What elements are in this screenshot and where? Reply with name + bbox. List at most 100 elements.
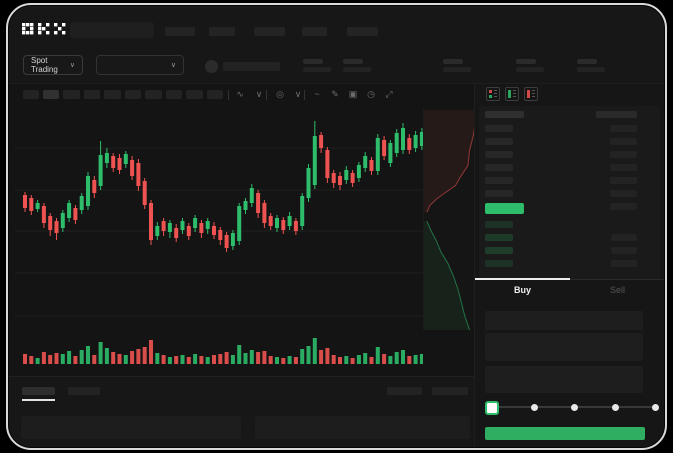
timeframe-button[interactable] (23, 90, 39, 99)
draw-tool-icon[interactable]: ✎ (331, 89, 339, 99)
chart-section: ∿ ∨ ◎ ∨ ~ ✎ ▣ ◷ ⤢ (9, 84, 481, 376)
order-form-fields (475, 84, 664, 447)
ask-size (610, 125, 637, 132)
ticker-stats-values (9, 6, 664, 447)
nav-menu-item[interactable] (302, 27, 327, 36)
coin-avatar (205, 60, 218, 73)
orders-filters (9, 6, 664, 447)
line-chart-icon[interactable]: ~ (314, 89, 320, 99)
orders-tab[interactable] (22, 387, 55, 395)
orders-link[interactable] (432, 387, 468, 395)
timeframe-button[interactable] (166, 90, 182, 99)
pair-selector-dropdown[interactable]: ∨ (96, 55, 184, 75)
tab-buy[interactable]: Buy (513, 285, 531, 295)
timeframe-button[interactable] (104, 90, 121, 99)
timeframe-button[interactable] (63, 90, 80, 99)
search-input[interactable] (70, 22, 154, 38)
order-form-field[interactable] (485, 333, 643, 361)
ask-price[interactable] (485, 138, 513, 145)
ask-price[interactable] (485, 190, 513, 197)
chevron-down-icon: ∨ (69, 61, 75, 69)
ticker-stats-labels (9, 6, 664, 447)
ask-size (610, 203, 637, 210)
order-form-field[interactable] (485, 366, 643, 393)
ticker-stat-value (443, 67, 471, 72)
orderbook-view-combined-icon[interactable] (486, 87, 500, 101)
ask-price[interactable] (485, 151, 513, 158)
candlestick-chart[interactable] (15, 108, 423, 330)
ticker-stat-value (343, 67, 371, 72)
timeframe-button[interactable] (145, 90, 162, 99)
indicator-icon[interactable]: ∿ (236, 89, 244, 99)
ticker-stat-value (577, 67, 605, 72)
orderbook-view-bids-icon[interactable] (505, 87, 519, 101)
orders-link[interactable] (387, 387, 422, 395)
ticker-stat-value (303, 67, 331, 72)
snapshot-icon[interactable]: ▣ (348, 89, 358, 99)
bottom-panel-divider (9, 376, 474, 377)
history-clock-icon[interactable]: ◷ (367, 89, 375, 99)
ask-size (610, 151, 637, 158)
ask-size (610, 190, 637, 197)
trading-app-window: Spot Trading ∨ ∨ ∿ ∨ ◎ ∨ ~ ✎ ▣ ◷ ⤢ (9, 6, 664, 447)
orders-filter-input[interactable] (21, 416, 241, 439)
okx-logo (22, 23, 66, 35)
active-tab-underline (22, 399, 55, 401)
bid-size (611, 260, 637, 267)
slider-stop-dot[interactable] (652, 404, 659, 411)
nav-menu-item[interactable] (165, 27, 195, 36)
interval-chevron-icon[interactable]: ∨ (294, 89, 302, 99)
timeframe-button[interactable] (84, 90, 100, 99)
slider-stop-dot[interactable] (611, 404, 619, 411)
orderbook-view-asks-icon[interactable] (524, 87, 538, 101)
top-nav-bar (9, 6, 664, 447)
last-price-highlight[interactable] (485, 203, 524, 214)
chart-toolbar (9, 6, 474, 376)
ticker-stat-label (516, 59, 536, 64)
bid-price[interactable] (485, 247, 513, 254)
orderbook-column-header (596, 111, 637, 118)
orders-filter-input[interactable] (255, 416, 470, 439)
header-divider (9, 83, 664, 84)
timeframe-button[interactable] (125, 90, 141, 99)
ask-price[interactable] (485, 164, 513, 171)
buy-tab-indicator (475, 278, 570, 280)
bid-price[interactable] (485, 260, 513, 267)
chevron-down-icon: ∨ (170, 61, 176, 69)
timeframe-button[interactable] (43, 90, 59, 99)
orderbook-header (475, 84, 664, 447)
timeframe-button[interactable] (186, 90, 203, 99)
ask-price[interactable] (485, 177, 513, 184)
ticker-stat-label (443, 59, 463, 64)
order-form-field[interactable] (485, 311, 643, 330)
orders-tab[interactable] (68, 387, 100, 395)
tab-sell[interactable]: Sell (609, 285, 625, 295)
slider-stop-dot[interactable] (571, 404, 578, 411)
timeframe-button[interactable] (207, 90, 223, 99)
nav-menu-item[interactable] (254, 27, 285, 36)
fullscreen-icon[interactable]: ⤢ (385, 89, 393, 99)
nav-menu-item[interactable] (347, 27, 378, 36)
amount-slider-handle[interactable] (485, 401, 499, 415)
nav-menu (9, 6, 664, 447)
ticker-stat-value (516, 67, 544, 72)
bid-price[interactable] (485, 234, 513, 241)
nav-menu-item[interactable] (209, 27, 235, 36)
candle-type-icon[interactable]: ∨ (255, 89, 263, 99)
bid-price[interactable] (485, 221, 513, 228)
market-type-dropdown[interactable]: Spot Trading ∨ (23, 55, 83, 75)
ask-size (610, 177, 637, 184)
compare-icon[interactable]: ◎ (276, 89, 284, 99)
buy-submit-button[interactable] (485, 427, 645, 440)
bid-size (611, 234, 637, 241)
instrument-bar: Spot Trading ∨ ∨ (9, 6, 664, 447)
depth-chart[interactable] (424, 108, 481, 330)
market-type-label: Spot Trading (31, 56, 58, 74)
slider-stop-dot[interactable] (530, 404, 538, 411)
orderbook-asks-sizes (475, 84, 664, 447)
ask-price[interactable] (485, 125, 513, 132)
orders-tabs (9, 6, 664, 447)
pair-name-skeleton (223, 62, 280, 71)
toolbar-separator (228, 90, 229, 100)
chart-toolbar-icons: ∿ ∨ ◎ ∨ ~ ✎ ▣ ◷ ⤢ (9, 6, 474, 376)
